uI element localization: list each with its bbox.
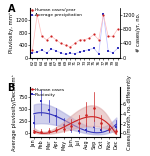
Legend: Human cases, Pluviosity: Human cases, Pluviosity: [30, 88, 64, 97]
Point: [100, 128, 102, 131]
Point: [63, 127, 65, 130]
Point: [98, 53, 100, 55]
Point: [50, 35, 52, 37]
Point: [102, 13, 105, 15]
Point: [115, 126, 117, 128]
Point: [74, 42, 76, 45]
Point: [55, 39, 57, 41]
Point: [93, 47, 95, 49]
Point: [78, 130, 80, 133]
Point: [36, 14, 38, 16]
Point: [55, 129, 57, 131]
Point: [108, 128, 110, 131]
Point: [98, 39, 100, 41]
Point: [55, 49, 57, 52]
Point: [88, 37, 90, 39]
Point: [88, 48, 90, 51]
Y-axis label: Cases/month, no. differently: Cases/month, no. differently: [127, 75, 132, 150]
Point: [100, 122, 102, 124]
Y-axis label: # cases/yr, no.: # cases/yr, no.: [136, 13, 141, 52]
Point: [116, 47, 119, 49]
Text: B: B: [8, 83, 15, 93]
Point: [107, 49, 109, 52]
Point: [48, 130, 50, 132]
Point: [40, 130, 42, 133]
Point: [31, 52, 34, 54]
Point: [83, 49, 86, 52]
Point: [85, 128, 87, 131]
Point: [64, 44, 67, 46]
Point: [63, 124, 65, 127]
Point: [112, 52, 114, 54]
Y-axis label: Average pluviosity/Dec, mm³: Average pluviosity/Dec, mm³: [12, 74, 17, 151]
Point: [31, 49, 34, 52]
Point: [45, 52, 48, 54]
Point: [79, 39, 81, 41]
Point: [74, 52, 76, 55]
Point: [69, 46, 71, 48]
Point: [70, 124, 72, 127]
Point: [64, 53, 67, 56]
Point: [70, 128, 72, 131]
Point: [55, 114, 57, 117]
Point: [48, 109, 50, 111]
Point: [108, 128, 110, 130]
Point: [41, 35, 43, 37]
Point: [93, 107, 95, 110]
Y-axis label: Pluviosity, mm³: Pluviosity, mm³: [9, 12, 14, 53]
Point: [69, 52, 71, 54]
Point: [60, 42, 62, 45]
Point: [85, 114, 87, 116]
Point: [45, 39, 48, 41]
Point: [79, 51, 81, 53]
Text: A: A: [8, 4, 15, 14]
Point: [36, 51, 38, 53]
Point: [83, 39, 86, 41]
Point: [93, 33, 95, 36]
Point: [112, 35, 114, 37]
Point: [50, 48, 52, 50]
Point: [60, 52, 62, 54]
Point: [33, 131, 35, 133]
Point: [41, 49, 43, 51]
Legend: Human cases/year, Average precipitation: Human cases/year, Average precipitation: [30, 8, 82, 17]
Point: [115, 130, 117, 133]
Point: [78, 122, 80, 124]
Point: [93, 126, 95, 128]
Point: [107, 35, 109, 37]
Point: [102, 14, 105, 16]
Point: [116, 28, 119, 30]
Point: [40, 99, 42, 102]
Point: [33, 122, 35, 124]
